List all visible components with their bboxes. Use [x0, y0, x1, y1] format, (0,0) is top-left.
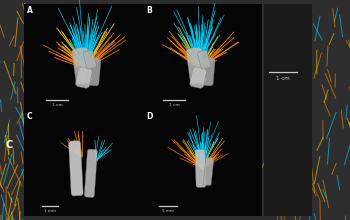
Text: B: B [146, 6, 152, 15]
Polygon shape [195, 149, 206, 187]
Polygon shape [201, 57, 215, 86]
Polygon shape [190, 67, 206, 88]
Bar [24, 4, 262, 216]
Bar [264, 4, 312, 216]
Text: A: A [27, 6, 33, 15]
Polygon shape [186, 47, 206, 84]
Text: 1 cm: 1 cm [52, 103, 62, 108]
Polygon shape [87, 57, 101, 86]
Polygon shape [203, 157, 214, 185]
Text: 1 mm: 1 mm [44, 209, 56, 213]
Polygon shape [75, 67, 92, 88]
Text: C: C [27, 112, 33, 121]
Polygon shape [83, 50, 97, 69]
Text: C: C [6, 140, 13, 150]
Polygon shape [72, 47, 92, 84]
Polygon shape [84, 149, 97, 198]
Text: 1 cm: 1 cm [276, 75, 290, 81]
Polygon shape [69, 141, 83, 196]
Text: D: D [146, 112, 152, 121]
Text: 1 cm: 1 cm [169, 103, 179, 108]
Text: 5 mm: 5 mm [162, 209, 174, 213]
Polygon shape [197, 50, 211, 69]
